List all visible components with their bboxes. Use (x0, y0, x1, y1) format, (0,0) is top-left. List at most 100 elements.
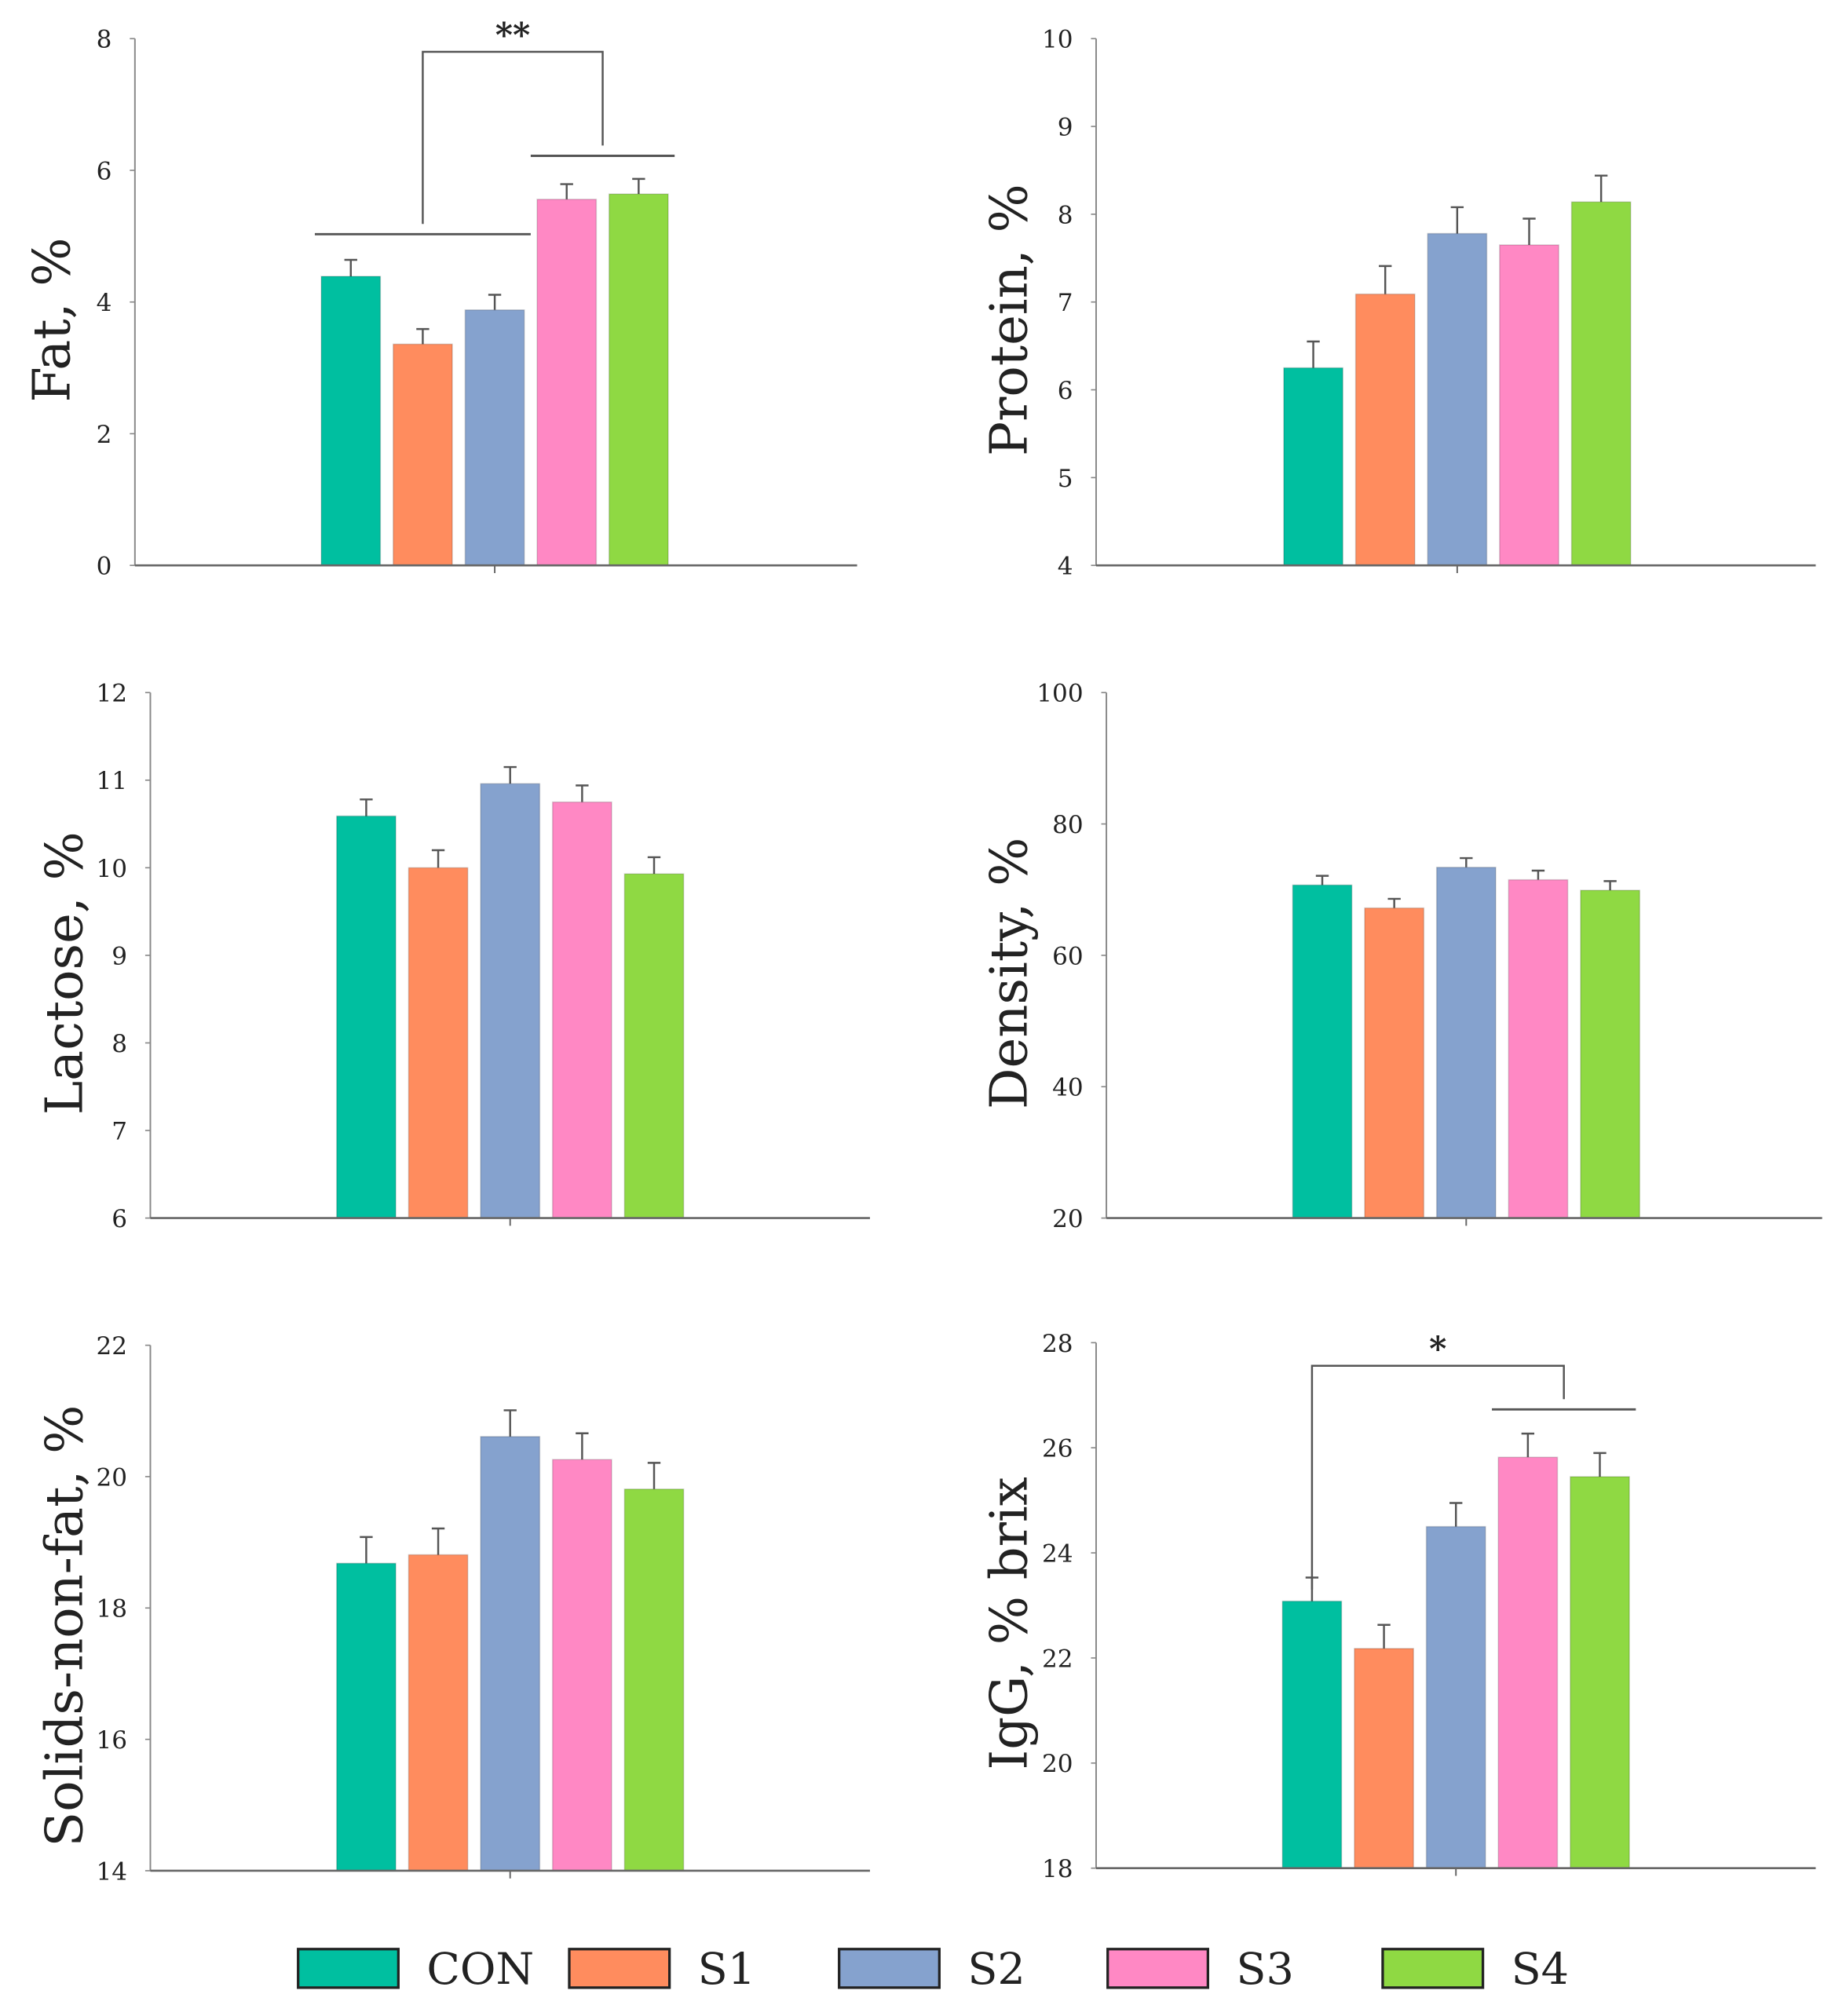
significance-bracket: ** (314, 16, 675, 236)
legend-item-CON: CON (297, 1944, 534, 1995)
bar-CON (320, 276, 382, 567)
bar-S4 (608, 193, 669, 567)
bar-S2 (1435, 866, 1497, 1219)
bar-S3 (1508, 878, 1569, 1219)
bar-S1 (408, 1554, 469, 1872)
y-tick-label: 8 (97, 26, 112, 54)
bar-S1 (392, 343, 453, 567)
y-tick-label: 7 (111, 1117, 127, 1145)
y-tick-label: 11 (96, 767, 127, 795)
legend-item-S3: S3 (1106, 1944, 1294, 1995)
bar-CON (1283, 367, 1344, 567)
y-axis-label: Density, % (980, 838, 1040, 1109)
bar-S1 (408, 867, 469, 1219)
y-tick-label: 10 (96, 855, 127, 883)
bar-S1 (1354, 293, 1416, 567)
bar-CON (335, 1562, 397, 1872)
legend: CON S1 S2 S3 S4 (297, 1944, 1569, 1995)
y-tick-label: 22 (96, 1332, 127, 1360)
legend-swatch (568, 1948, 671, 1989)
chart-panel-0: 0 2 4 6 8 Fat, % ** (22, 16, 857, 581)
y-axis-label: Lactose, % (35, 831, 95, 1115)
y-tick-label: 18 (96, 1595, 127, 1623)
y-tick-label: 80 (1052, 811, 1084, 839)
bar-S2 (480, 1436, 541, 1872)
y-tick-label: 20 (96, 1463, 127, 1492)
bar-S1 (1354, 1648, 1415, 1869)
legend-label: S2 (967, 1944, 1025, 1995)
legend-label: S3 (1236, 1944, 1294, 1995)
y-tick-label: 7 (1058, 289, 1073, 317)
y-tick-label: 10 (1042, 26, 1073, 54)
significance-bracket: * (1310, 1330, 1636, 1590)
bar-S3 (536, 199, 598, 567)
y-tick-label: 8 (111, 1030, 127, 1058)
y-tick-label: 22 (1042, 1645, 1073, 1673)
y-tick-label: 28 (1042, 1330, 1073, 1358)
y-tick-label: 12 (96, 680, 127, 708)
bar-S3 (551, 801, 612, 1219)
bar-S4 (1580, 889, 1641, 1219)
y-tick-label: 4 (1058, 553, 1073, 581)
bar-S2 (1427, 232, 1488, 567)
chart-panel-4: 14 16 18 20 22 Solids-non-fat, % (35, 1332, 870, 1886)
bar-S2 (480, 783, 541, 1219)
bar-S2 (1425, 1525, 1486, 1869)
y-axis-label: Fat, % (22, 238, 82, 403)
y-tick-label: 9 (111, 942, 127, 970)
bracket-line (422, 50, 604, 225)
bar-S3 (1499, 244, 1559, 567)
y-tick-label: 20 (1052, 1205, 1084, 1233)
y-axis-label: IgG, % brix (980, 1477, 1040, 1769)
y-tick-label: 6 (111, 1205, 127, 1233)
y-tick-label: 8 (1058, 201, 1073, 229)
y-tick-label: 26 (1042, 1435, 1073, 1463)
y-tick-label: 6 (97, 157, 112, 185)
bar-S2 (464, 309, 525, 567)
y-tick-label: 100 (1036, 680, 1083, 708)
legend-label: S1 (698, 1944, 756, 1995)
significance-label: * (1429, 1330, 1446, 1369)
bar-CON (1292, 884, 1353, 1219)
bar-S3 (1497, 1456, 1559, 1869)
bracket-line (1310, 1364, 1565, 1590)
chart-panel-3: 20 40 60 80 100 Density, % (980, 680, 1822, 1233)
legend-item-S2: S2 (838, 1944, 1025, 1995)
legend-label: CON (426, 1944, 534, 1995)
y-tick-label: 0 (97, 553, 112, 581)
y-tick-label: 60 (1052, 942, 1084, 970)
y-tick-label: 4 (97, 289, 112, 317)
legend-label: S4 (1511, 1944, 1569, 1995)
chart-panel-1: 4 5 6 7 8 9 10 Protein, % (980, 26, 1816, 581)
y-tick-label: 5 (1058, 465, 1073, 493)
y-tick-label: 18 (1042, 1855, 1073, 1883)
y-tick-label: 6 (1058, 377, 1073, 405)
y-tick-label: 40 (1052, 1074, 1084, 1102)
bar-S4 (1570, 1476, 1630, 1869)
legend-swatch (297, 1948, 400, 1989)
bar-S1 (1364, 907, 1425, 1219)
legend-item-S1: S1 (568, 1944, 756, 1995)
y-axis-label: Solids-non-fat, % (35, 1405, 95, 1847)
y-tick-label: 24 (1042, 1540, 1073, 1569)
bar-S4 (623, 1488, 685, 1872)
bar-S4 (1570, 201, 1632, 567)
legend-swatch (838, 1948, 941, 1989)
bar-S4 (623, 873, 685, 1219)
y-tick-label: 2 (97, 421, 112, 449)
y-axis-label: Protein, % (980, 184, 1040, 456)
bar-CON (335, 815, 397, 1219)
legend-swatch (1106, 1948, 1209, 1989)
y-tick-label: 14 (96, 1857, 127, 1886)
significance-label: ** (495, 16, 531, 55)
bar-CON (1281, 1600, 1343, 1869)
legend-swatch (1381, 1948, 1485, 1989)
y-tick-label: 16 (96, 1726, 127, 1755)
bar-S3 (551, 1459, 612, 1872)
chart-panel-2: 6 7 8 9 10 11 12 Lactose, % (35, 680, 870, 1233)
y-tick-label: 20 (1042, 1750, 1073, 1778)
legend-item-S4: S4 (1381, 1944, 1569, 1995)
y-tick-label: 9 (1058, 114, 1073, 142)
chart-panel-5: 18 20 22 24 26 28 IgG, % brix * (980, 1330, 1816, 1883)
